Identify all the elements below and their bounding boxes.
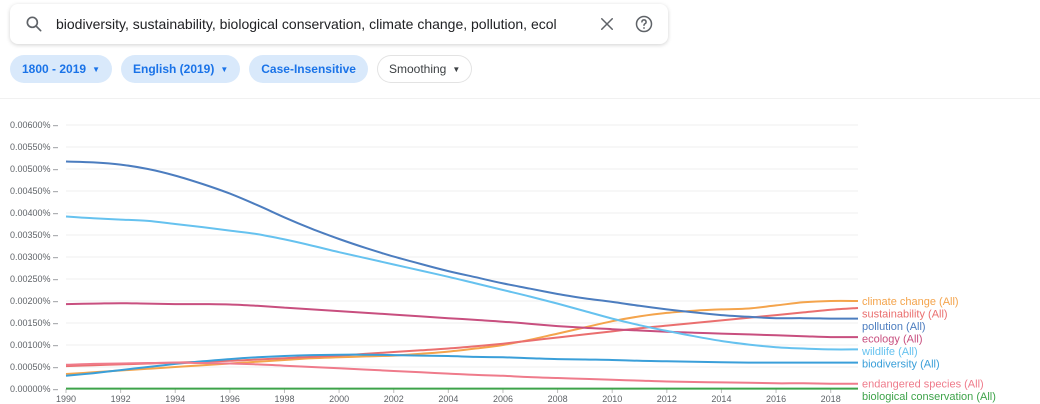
series-line-biodiversity[interactable] — [65, 353, 858, 377]
y-tick-label: 0.00550% – — [10, 142, 58, 152]
series-label-ecology[interactable]: ecology (All) — [862, 334, 923, 346]
series-label-climate-change[interactable]: climate change (All) — [862, 296, 959, 308]
y-tick-label: 0.00200% – — [10, 296, 58, 306]
x-tick-label: 2006 — [493, 394, 513, 404]
caret-down-icon: ▼ — [92, 64, 100, 74]
search-icon[interactable] — [24, 14, 44, 34]
caret-down-icon: ▼ — [452, 64, 461, 74]
x-tick-label: 2014 — [711, 394, 731, 404]
search-input[interactable] — [56, 16, 586, 32]
corpus-dropdown[interactable]: English (2019) ▼ — [120, 55, 241, 83]
series-line-wildlife[interactable] — [65, 215, 859, 351]
help-icon[interactable] — [634, 14, 654, 34]
series-line-ecology[interactable] — [65, 302, 859, 339]
y-tick-label: 0.00000% – — [10, 384, 58, 394]
filter-chip-row: 1800 - 2019 ▼ English (2019) ▼ Case-Inse… — [10, 55, 473, 83]
x-tick-label: 1990 — [56, 394, 76, 404]
case-insensitive-label: Case-Insensitive — [261, 62, 356, 76]
case-insensitive-toggle[interactable]: Case-Insensitive — [249, 55, 368, 83]
series-label-biological-conservation[interactable]: biological conservation (All) — [862, 391, 996, 403]
smoothing-label: Smoothing — [388, 62, 447, 76]
series-labels: climate change (All)sustainability (All)… — [861, 296, 996, 403]
y-tick-label: 0.00250% – — [10, 274, 58, 284]
y-axis: 0.00000% – 0.00050% – 0.00100% – 0.00150% –… — [10, 120, 58, 394]
smoothing-dropdown[interactable]: Smoothing ▼ — [376, 55, 473, 83]
y-tick-label: 0.00400% – — [10, 208, 58, 218]
series-label-biodiversity[interactable]: biodiversity (All) — [862, 359, 940, 371]
series-label-endangered-species[interactable]: endangered species (All) — [862, 379, 984, 391]
y-tick-label: 0.00300% – — [10, 252, 58, 262]
y-tick-label: 0.00100% – — [10, 340, 58, 350]
series-label-wildlife[interactable]: wildlife (All) — [861, 346, 918, 358]
x-tick-label: 1998 — [274, 394, 294, 404]
close-icon[interactable] — [598, 15, 616, 33]
y-tick-label: 0.00350% – — [10, 230, 58, 240]
date-range-label: 1800 - 2019 — [22, 62, 87, 76]
series-label-sustainability[interactable]: sustainability (All) — [862, 309, 948, 321]
x-tick-label: 1992 — [111, 394, 131, 404]
series-line-climate-change[interactable] — [65, 299, 859, 375]
series-label-pollution[interactable]: pollution (All) — [862, 321, 926, 333]
y-tick-label: 0.00150% – — [10, 318, 58, 328]
x-tick-label: 2016 — [766, 394, 786, 404]
header-divider — [0, 98, 1040, 99]
x-tick-label: 2002 — [384, 394, 404, 404]
x-tick-label: 2012 — [657, 394, 677, 404]
x-tick-label: 2000 — [329, 394, 349, 404]
series-line-endangered-species[interactable] — [65, 361, 859, 385]
y-tick-label: 0.00450% – — [10, 186, 58, 196]
search-bar — [10, 4, 668, 44]
series-line-pollution[interactable] — [65, 160, 859, 320]
x-tick-label: 2004 — [438, 394, 458, 404]
x-tick-label: 1996 — [220, 394, 240, 404]
y-tick-label: 0.00500% – — [10, 164, 58, 174]
date-range-dropdown[interactable]: 1800 - 2019 ▼ — [10, 55, 112, 83]
y-tick-label: 0.00600% – — [10, 120, 58, 130]
x-tick-label: 1994 — [165, 394, 185, 404]
caret-down-icon: ▼ — [220, 64, 229, 74]
x-tick-label: 2008 — [548, 394, 568, 404]
series-lines — [65, 160, 859, 390]
corpus-label: English (2019) — [132, 62, 215, 76]
x-tick-label: 2018 — [821, 394, 841, 404]
x-tick-label: 2010 — [602, 394, 622, 404]
y-tick-label: 0.00050% – — [10, 362, 58, 372]
x-axis: 1990 1992 1994 1996 1998 2000 2002 2004 2006 2008… — [56, 388, 858, 404]
